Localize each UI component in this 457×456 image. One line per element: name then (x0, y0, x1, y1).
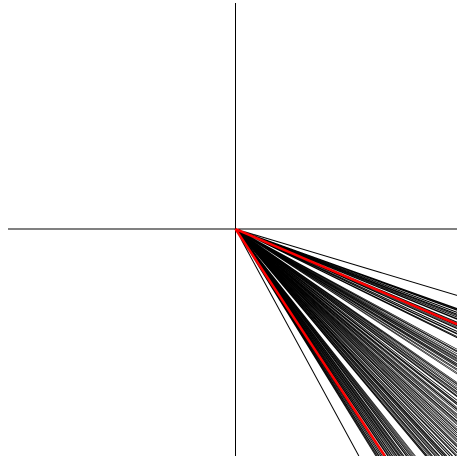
ray (235, 228, 457, 335)
ray (235, 228, 376, 456)
highlighted-rays (234, 227, 457, 456)
ray (235, 228, 457, 425)
ray (235, 228, 457, 398)
ray (235, 228, 457, 448)
highlight-ray-steep (234, 228, 386, 456)
ray (235, 228, 457, 375)
ray (235, 228, 457, 371)
ray (235, 228, 450, 456)
ray (235, 228, 457, 311)
boundary-ray (235, 228, 360, 456)
ray (235, 228, 457, 406)
ray (235, 228, 457, 412)
ray-bundle (235, 228, 457, 456)
boundary-ray (235, 228, 457, 296)
ray (235, 228, 443, 456)
ray (235, 228, 457, 339)
ray (235, 228, 426, 456)
highlight-ray-shallow (235, 227, 457, 326)
ray (235, 228, 457, 419)
ray (235, 228, 456, 456)
